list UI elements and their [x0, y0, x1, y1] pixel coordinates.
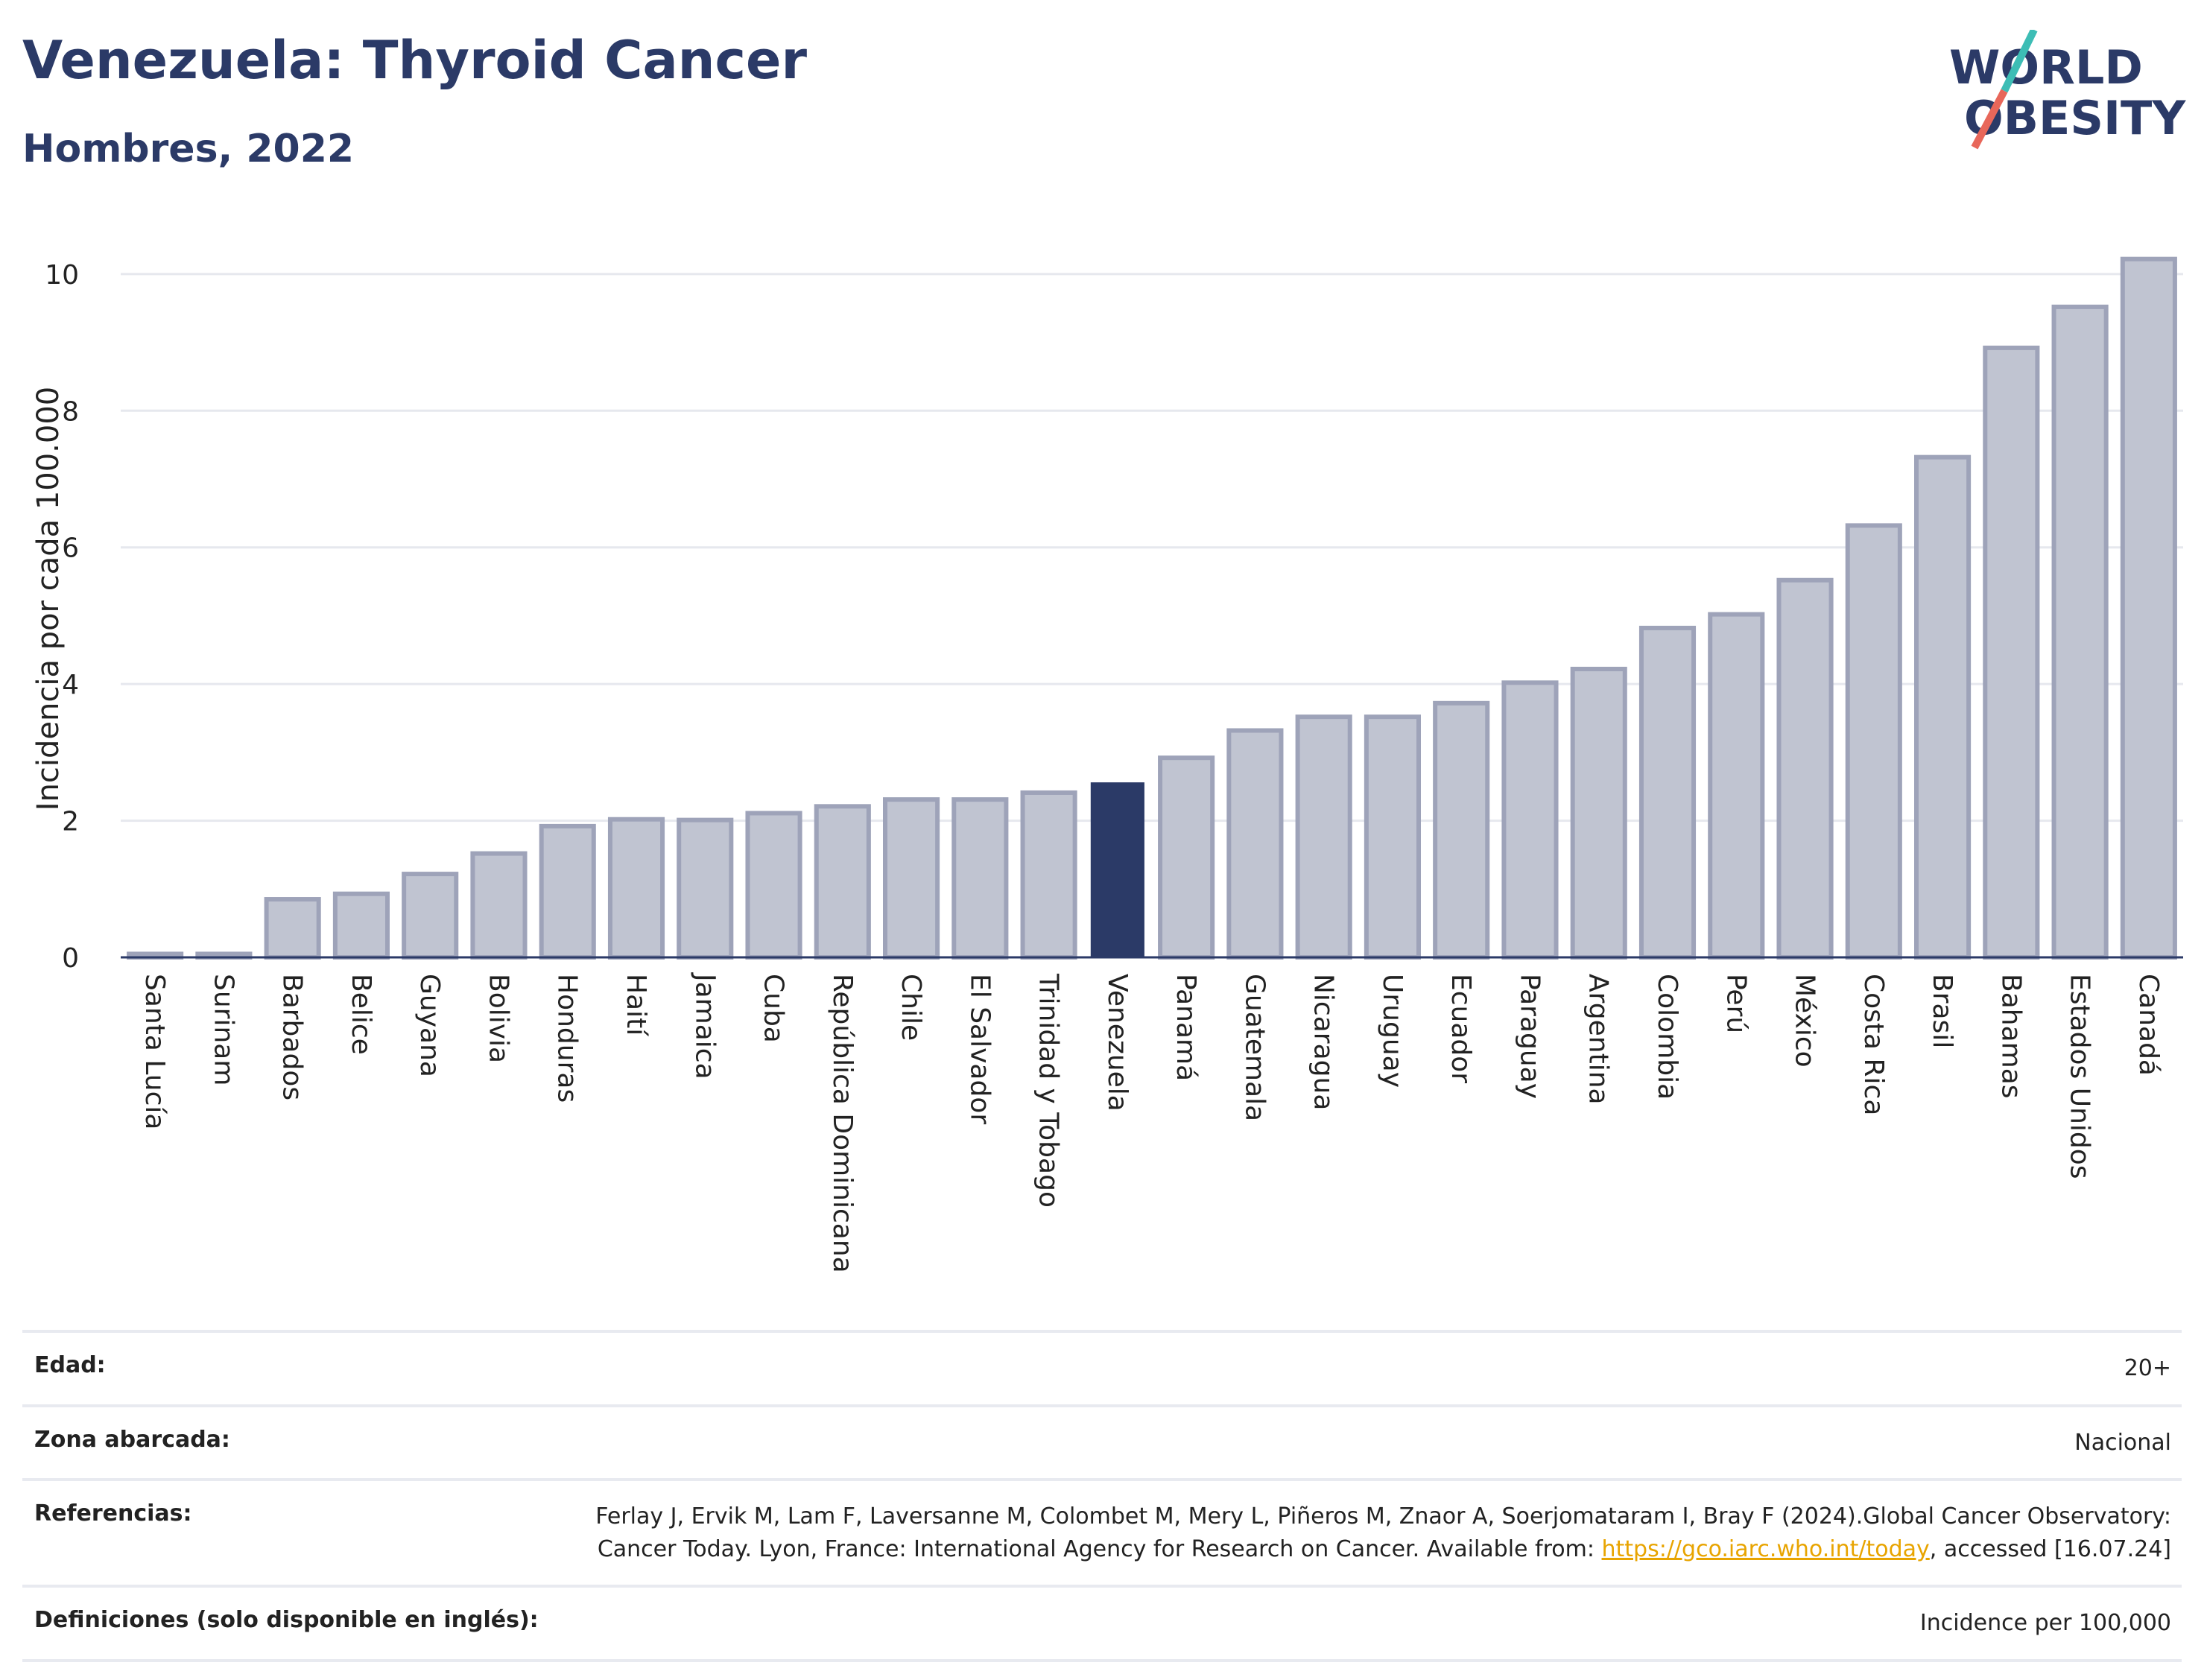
x-tick-label: Colombia	[1652, 974, 1682, 1100]
x-tick-label: Panamá	[1171, 974, 1201, 1081]
definitions-label: Definiciones (solo disponible en inglés)…	[34, 1607, 539, 1633]
references-value: Ferlay J, Ervik M, Lam F, Laversanne M, …	[532, 1500, 2171, 1565]
bar	[542, 826, 594, 957]
bar	[1710, 615, 1762, 957]
bar	[1160, 758, 1212, 957]
bar	[817, 806, 869, 957]
definitions-value: Incidence per 100,000	[1920, 1607, 2171, 1640]
bar	[267, 899, 319, 957]
bar	[885, 799, 937, 957]
x-tick-label: Nicaragua	[1308, 974, 1339, 1110]
bar	[2123, 259, 2175, 957]
bar	[404, 874, 456, 957]
meta-row-definitions: Definiciones (solo disponible en inglés)…	[22, 1585, 2182, 1662]
x-tick-label: Perú	[1720, 974, 1751, 1033]
x-tick-label: Paraguay	[1514, 974, 1545, 1099]
x-tick-label: Ecuador	[1445, 974, 1476, 1083]
bar	[954, 799, 1006, 957]
bar	[1367, 717, 1419, 957]
x-tick-label: Haití	[621, 974, 651, 1036]
bar	[1229, 731, 1281, 957]
references-label: Referencias:	[34, 1500, 192, 1527]
x-tick-label: Venezuela	[1102, 974, 1133, 1112]
area-value: Nacional	[2074, 1427, 2171, 1459]
bar	[1641, 628, 1694, 957]
x-tick-label: Honduras	[552, 974, 583, 1103]
y-tick-label: 0	[62, 943, 79, 974]
x-tick-label: Barbados	[277, 974, 308, 1100]
bar	[610, 820, 662, 957]
x-tick-label: Costa Rica	[1858, 974, 1889, 1115]
bar	[1985, 348, 2037, 957]
x-tick-label: República Dominicana	[827, 974, 858, 1273]
x-tick-label: Guatemala	[1239, 974, 1270, 1121]
x-tick-label: Bahamas	[1995, 974, 2026, 1099]
bars	[129, 259, 2175, 957]
metadata-table: Edad: 20+ Zona abarcada: Nacional Refere…	[22, 1330, 2182, 1662]
bar	[1298, 717, 1350, 957]
bar	[1573, 669, 1625, 957]
bar	[747, 813, 799, 957]
x-tick-label: Surinam	[208, 974, 238, 1085]
bar	[1435, 703, 1487, 957]
x-tick-label: Canadá	[2133, 974, 2164, 1076]
references-accessed: , accessed [16.07.24]	[1930, 1536, 2171, 1562]
x-tick-label: Jamaica	[689, 972, 720, 1080]
bar	[1779, 580, 1831, 957]
x-tick-label: Guyana	[414, 974, 445, 1077]
bar	[472, 854, 525, 957]
age-value: 20+	[2124, 1352, 2171, 1385]
bar	[335, 894, 387, 957]
bar	[1848, 525, 1900, 957]
x-tick-label: El Salvador	[964, 974, 995, 1124]
x-tick-label: México	[1790, 974, 1820, 1068]
area-label: Zona abarcada:	[34, 1427, 230, 1453]
y-axis-label: Incidencia por cada 100.000	[31, 387, 66, 811]
x-tick-label: Trinidad y Tobago	[1033, 973, 1064, 1208]
references-link[interactable]: https://gco.iarc.who.int/today	[1602, 1536, 1930, 1562]
x-tick-label: Chile	[896, 974, 926, 1041]
x-tick-label: Brasil	[1927, 974, 1957, 1048]
bar	[679, 820, 731, 957]
age-label: Edad:	[34, 1352, 106, 1378]
bar	[1504, 682, 1556, 957]
bar	[2054, 307, 2106, 957]
bar	[1092, 783, 1144, 957]
bar	[1023, 793, 1075, 957]
x-tick-label: Argentina	[1583, 974, 1614, 1105]
x-tick-label: Cuba	[759, 974, 789, 1043]
x-tick-label: Estados Unidos	[2065, 974, 2095, 1179]
meta-row-area: Zona abarcada: Nacional	[22, 1404, 2182, 1479]
x-tick-label: Belice	[346, 974, 376, 1055]
x-tick-label: Uruguay	[1377, 974, 1407, 1088]
meta-row-age: Edad: 20+	[22, 1330, 2182, 1404]
meta-row-references: Referencias: Ferlay J, Ervik M, Lam F, L…	[22, 1478, 2182, 1585]
bar	[1916, 457, 1969, 957]
x-tick-label: Bolivia	[483, 974, 513, 1063]
y-tick-label: 10	[45, 260, 79, 291]
x-tick-label: Santa Lucía	[139, 974, 170, 1129]
